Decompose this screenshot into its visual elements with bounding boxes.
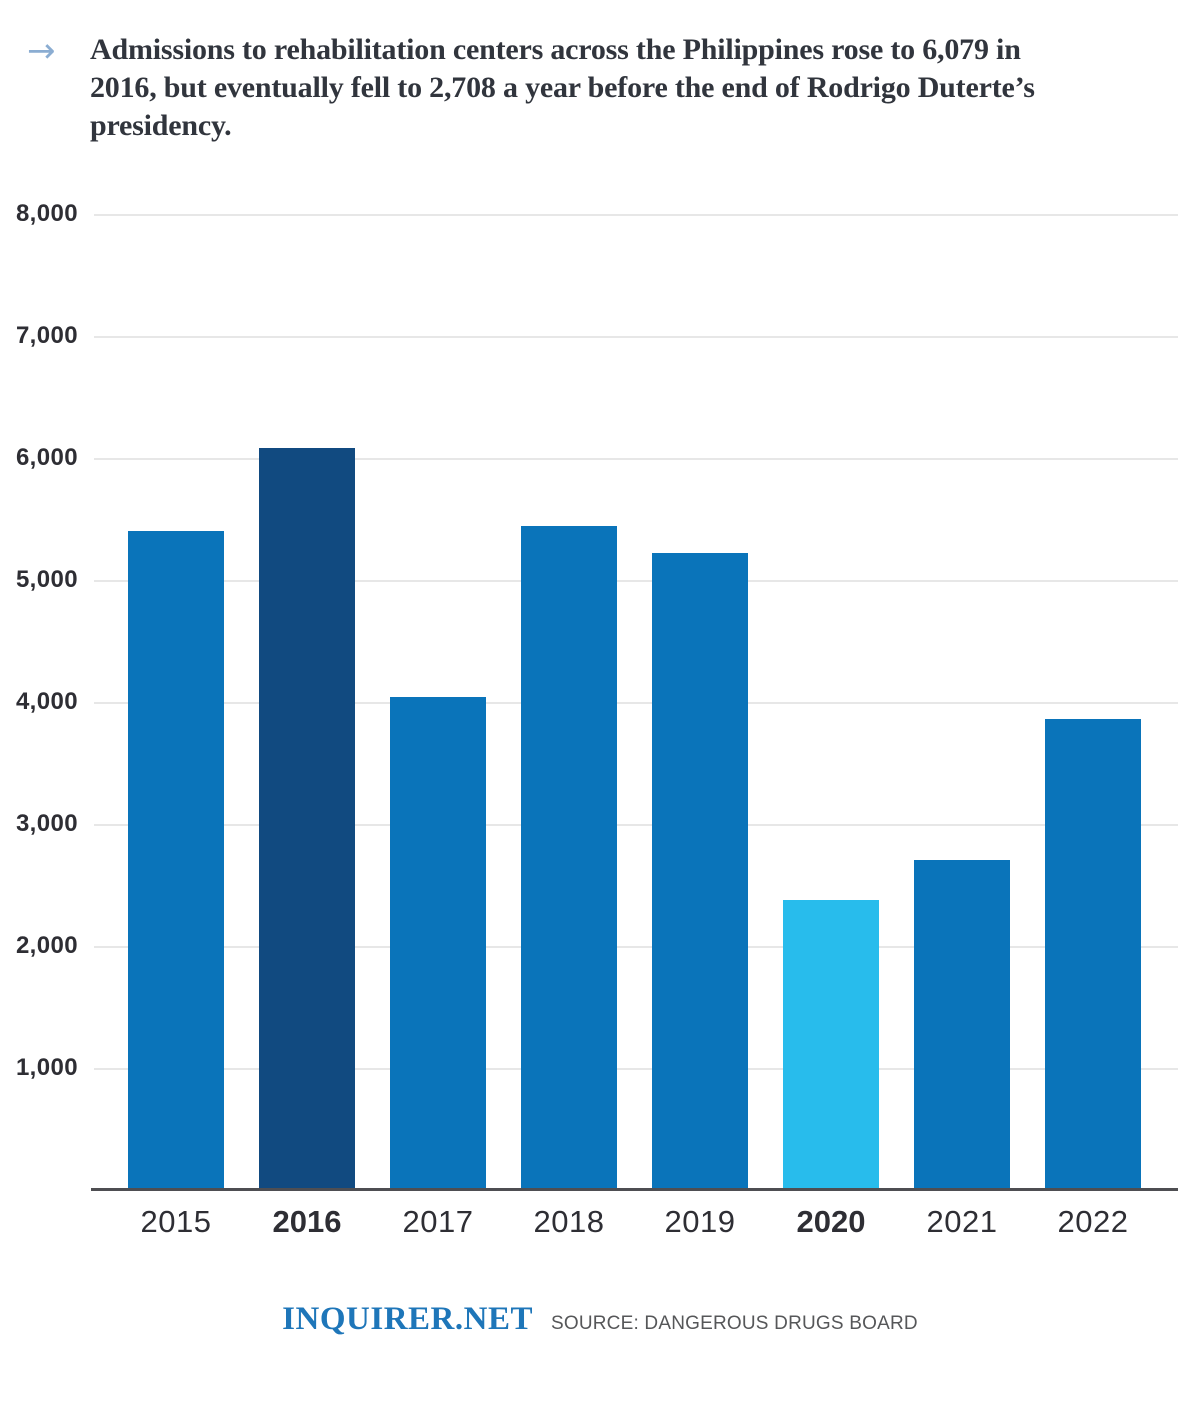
inquirer-logo: INQUIRER.NET <box>282 1301 533 1337</box>
gridline-2000 <box>94 946 1178 948</box>
x-axis-tick-label-2021: 2021 <box>926 1204 998 1239</box>
y-axis-tick-label-6000: 6,000 <box>15 444 78 471</box>
bar-2016 <box>259 448 355 1190</box>
y-axis-tick-label-8000: 8,000 <box>15 200 78 227</box>
bar-2020 <box>783 899 879 1190</box>
bar-2019 <box>652 553 748 1190</box>
x-axis-tick-label-2019: 2019 <box>664 1204 736 1239</box>
bar-2015 <box>128 531 224 1190</box>
x-axis-tick-label-2022: 2022 <box>1057 1204 1129 1239</box>
chart-title-line-1: Admissions to rehabilitation centers acr… <box>90 33 1021 66</box>
y-axis-tick-label-7000: 7,000 <box>15 322 78 349</box>
x-axis-tick-label-2018: 2018 <box>533 1204 605 1239</box>
y-axis-tick-label-2000: 2,000 <box>15 932 78 959</box>
y-axis-tick-label-3000: 3,000 <box>15 810 78 837</box>
chart-title: Admissions to rehabilitation centers acr… <box>90 31 1130 145</box>
footer: INQUIRER.NET SOURCE: DANGEROUS DRUGS BOA… <box>0 1301 1200 1338</box>
bar-2018 <box>521 526 617 1190</box>
bars-layer <box>91 214 1178 1190</box>
gridline-3000 <box>94 824 1178 826</box>
gridline-4000 <box>94 702 1178 704</box>
x-axis-tick-label-2017: 2017 <box>402 1204 474 1239</box>
gridline-7000 <box>94 336 1178 338</box>
gridline-5000 <box>94 580 1178 582</box>
x-axis-tick-label-2015: 2015 <box>140 1204 212 1239</box>
x-axis-line <box>91 1188 1178 1191</box>
y-axis-tick-label-1000: 1,000 <box>15 1054 78 1081</box>
gridline-1000 <box>94 1068 1178 1070</box>
chart-title-line-3: presidency. <box>90 109 232 142</box>
bar-2021 <box>914 859 1010 1190</box>
y-axis-tick-label-5000: 5,000 <box>15 566 78 593</box>
source-credit: SOURCE: DANGEROUS DRUGS BOARD <box>550 1313 918 1334</box>
gridline-6000 <box>94 458 1178 460</box>
x-axis-tick-labels: 2015 2016 2017 2018 2019 2020 2021 2022 <box>91 1203 1178 1241</box>
bar-2022 <box>1045 718 1141 1190</box>
x-axis-tick-label-2020: 2020 <box>796 1204 866 1239</box>
bar-chart-plot-area <box>91 214 1178 1190</box>
chart-title-line-2: 2016, but eventually fell to 2,708 a yea… <box>90 71 1035 104</box>
bar-2017 <box>390 696 486 1190</box>
x-axis-tick-label-2016: 2016 <box>272 1204 342 1239</box>
gridline-8000 <box>94 214 1178 216</box>
y-axis-tick-label-4000: 4,000 <box>15 688 78 715</box>
arrow-icon: → <box>27 31 56 71</box>
